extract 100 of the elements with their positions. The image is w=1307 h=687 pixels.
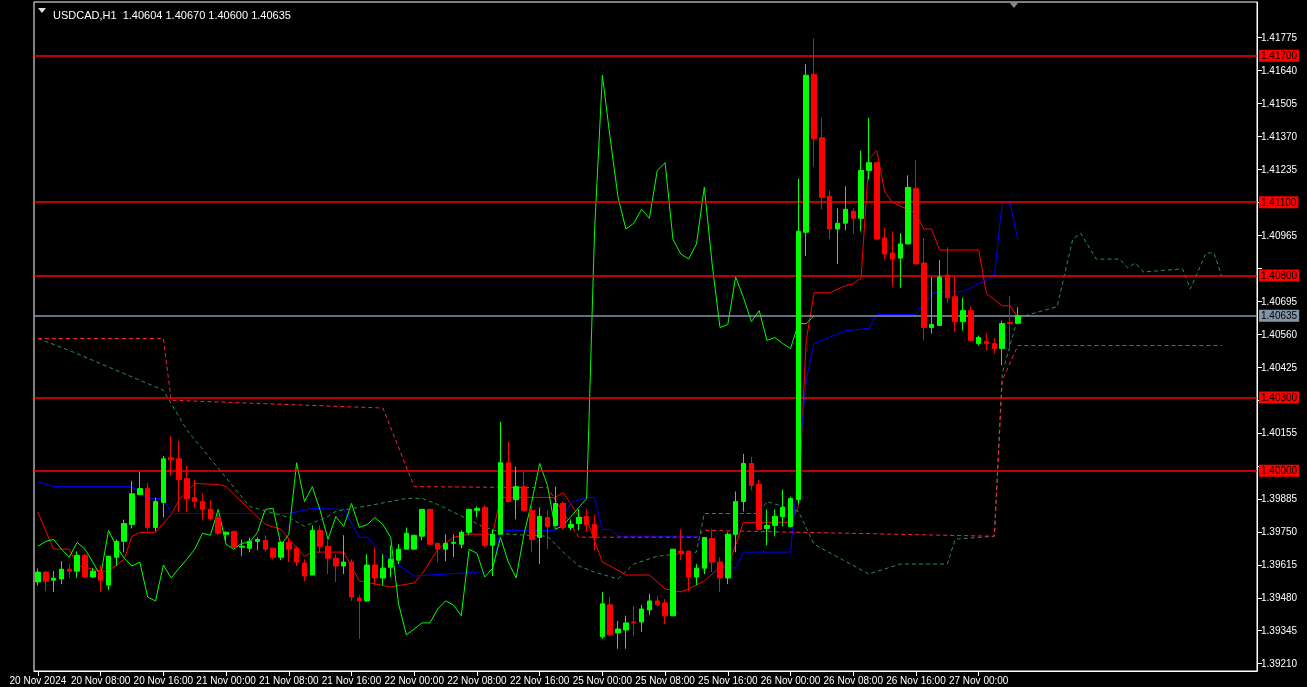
candlestick: [741, 453, 746, 513]
x-tick-label: 25 Nov 08:00: [635, 674, 696, 686]
candlestick: [490, 528, 495, 577]
candlestick: [388, 544, 393, 578]
candlestick: [498, 421, 503, 535]
candlestick: [380, 553, 386, 586]
candlestick: [239, 538, 245, 557]
x-tick-label: 26 Nov 08:00: [823, 674, 884, 686]
candlestick: [294, 545, 299, 567]
candlestick: [74, 550, 80, 579]
candlestick: [788, 496, 793, 528]
candlestick: [474, 505, 480, 518]
candlestick: [984, 333, 989, 351]
line-series: [37, 232, 1223, 580]
candlestick: [576, 508, 582, 531]
y-tick-label: 1.39345: [1261, 625, 1298, 637]
candlestick: [851, 207, 856, 235]
x-tick-label: 27 Nov 00:00: [948, 674, 1009, 686]
candlestick: [545, 509, 550, 550]
candlestick: [310, 524, 315, 576]
ref-line-label: 1.40300: [1261, 392, 1298, 404]
candlestick: [529, 502, 535, 553]
candlestick: [592, 513, 597, 551]
candlestick: [647, 593, 652, 616]
candlestick: [937, 259, 942, 327]
line-series: [37, 201, 1019, 577]
candlestick: [702, 536, 707, 575]
candlestick: [411, 534, 417, 550]
candlestick: [231, 530, 237, 550]
y-tick-label: 1.41775: [1261, 31, 1298, 43]
candlestick: [999, 320, 1005, 366]
candlestick: [1015, 306, 1021, 325]
candlestick: [615, 620, 621, 650]
x-tick-label: 20 Nov 2024: [9, 674, 67, 686]
line-series: [37, 74, 815, 636]
candlestick: [404, 526, 409, 550]
candlestick: [302, 558, 307, 582]
candlestick: [905, 174, 911, 245]
y-tick-label: 1.41370: [1261, 130, 1298, 142]
candlestick: [43, 570, 49, 592]
candlestick: [114, 538, 119, 567]
candlestick: [286, 536, 292, 563]
candlestick: [968, 306, 974, 342]
candlestick: [466, 508, 472, 536]
candlestick: [639, 604, 644, 633]
y-tick-label: 1.40965: [1261, 229, 1298, 241]
candlestick: [153, 497, 158, 532]
candlestick: [882, 227, 887, 260]
candlestick: [694, 563, 699, 586]
candlestick: [607, 596, 613, 637]
candlestick: [419, 508, 425, 541]
candlestick: [1007, 295, 1013, 351]
y-tick-label: 1.39615: [1261, 559, 1298, 571]
y-tick-label: 1.40695: [1261, 295, 1298, 307]
candlestick: [364, 553, 370, 603]
candlestick: [560, 501, 566, 530]
candlestick: [600, 591, 605, 640]
candlestick: [372, 546, 378, 587]
x-tick-label: 26 Nov 16:00: [886, 674, 947, 686]
candlestick: [161, 455, 166, 518]
candlestick: [976, 335, 981, 347]
x-tick-label: 22 Nov 00:00: [384, 674, 445, 686]
candlestick: [662, 598, 668, 625]
x-tick-label: 20 Nov 08:00: [70, 674, 131, 686]
candlestick: [192, 479, 197, 508]
candlestick: [568, 518, 574, 531]
x-tick-label: 22 Nov 08:00: [447, 674, 508, 686]
candlestick: [137, 471, 143, 496]
x-tick-label: 21 Nov 08:00: [259, 674, 319, 686]
candlestick: [333, 553, 339, 583]
candlestick: [796, 178, 801, 505]
candlestick: [858, 150, 864, 232]
candlestick: [145, 482, 150, 531]
ref-line-label: 1.40800: [1261, 269, 1298, 281]
candlestick: [443, 533, 448, 562]
candlestick: [835, 207, 840, 265]
y-tick-label: 1.39885: [1261, 493, 1298, 505]
x-tick-label: 21 Nov 00:00: [196, 674, 257, 686]
candlestick: [553, 486, 558, 526]
x-tick-label: 26 Nov 00:00: [760, 674, 821, 686]
candlestick: [278, 540, 284, 561]
candlestick: [317, 524, 323, 553]
ref-line-label: 1.40000: [1261, 465, 1298, 477]
y-tick-label: 1.41505: [1261, 97, 1298, 109]
candlestick: [764, 508, 770, 546]
candlestick: [513, 466, 519, 520]
y-tick-label: 1.40155: [1261, 427, 1298, 439]
ref-line-label: 1.40635: [1261, 310, 1298, 322]
candlestick: [866, 117, 872, 180]
y-tick-label: 1.41235: [1261, 163, 1298, 175]
candlestick: [208, 499, 213, 521]
candlestick: [482, 504, 488, 548]
x-tick-label: 25 Nov 16:00: [698, 674, 758, 686]
candlestick: [255, 536, 260, 551]
candlestick: [756, 479, 762, 530]
candlestick: [427, 508, 433, 545]
candlestick: [67, 563, 72, 579]
candlestick: [670, 548, 676, 617]
candlestick: [725, 531, 731, 585]
candlestick: [992, 337, 997, 355]
